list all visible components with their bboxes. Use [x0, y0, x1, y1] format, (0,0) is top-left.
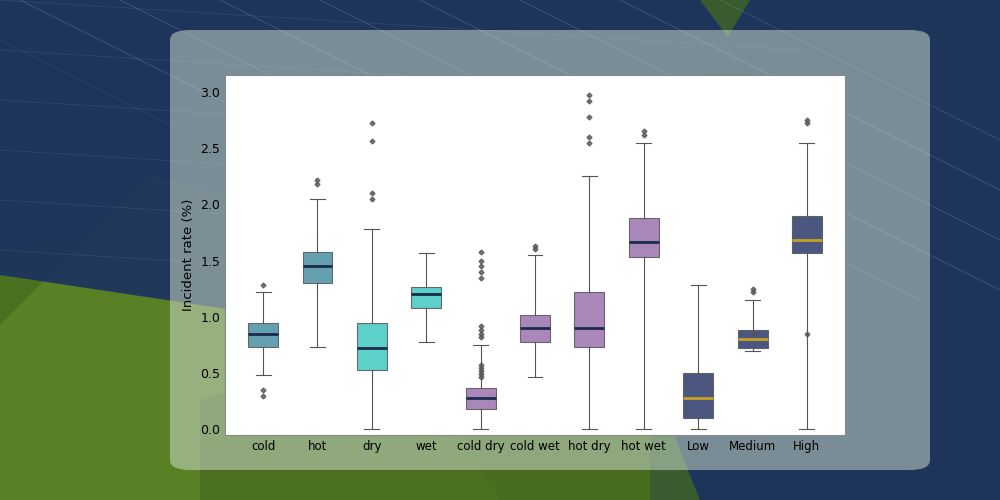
PathPatch shape	[248, 322, 278, 347]
Polygon shape	[0, 200, 500, 500]
Polygon shape	[200, 325, 650, 500]
PathPatch shape	[683, 373, 713, 418]
PathPatch shape	[357, 322, 387, 370]
PathPatch shape	[466, 388, 496, 409]
Polygon shape	[600, 0, 1000, 500]
FancyBboxPatch shape	[170, 30, 930, 470]
PathPatch shape	[629, 218, 659, 257]
Y-axis label: Incident rate (%): Incident rate (%)	[182, 199, 195, 311]
PathPatch shape	[520, 314, 550, 342]
PathPatch shape	[302, 252, 332, 283]
Polygon shape	[0, 0, 850, 350]
PathPatch shape	[574, 292, 604, 347]
PathPatch shape	[792, 216, 822, 253]
PathPatch shape	[738, 330, 768, 348]
PathPatch shape	[411, 286, 441, 308]
Polygon shape	[0, 175, 500, 500]
